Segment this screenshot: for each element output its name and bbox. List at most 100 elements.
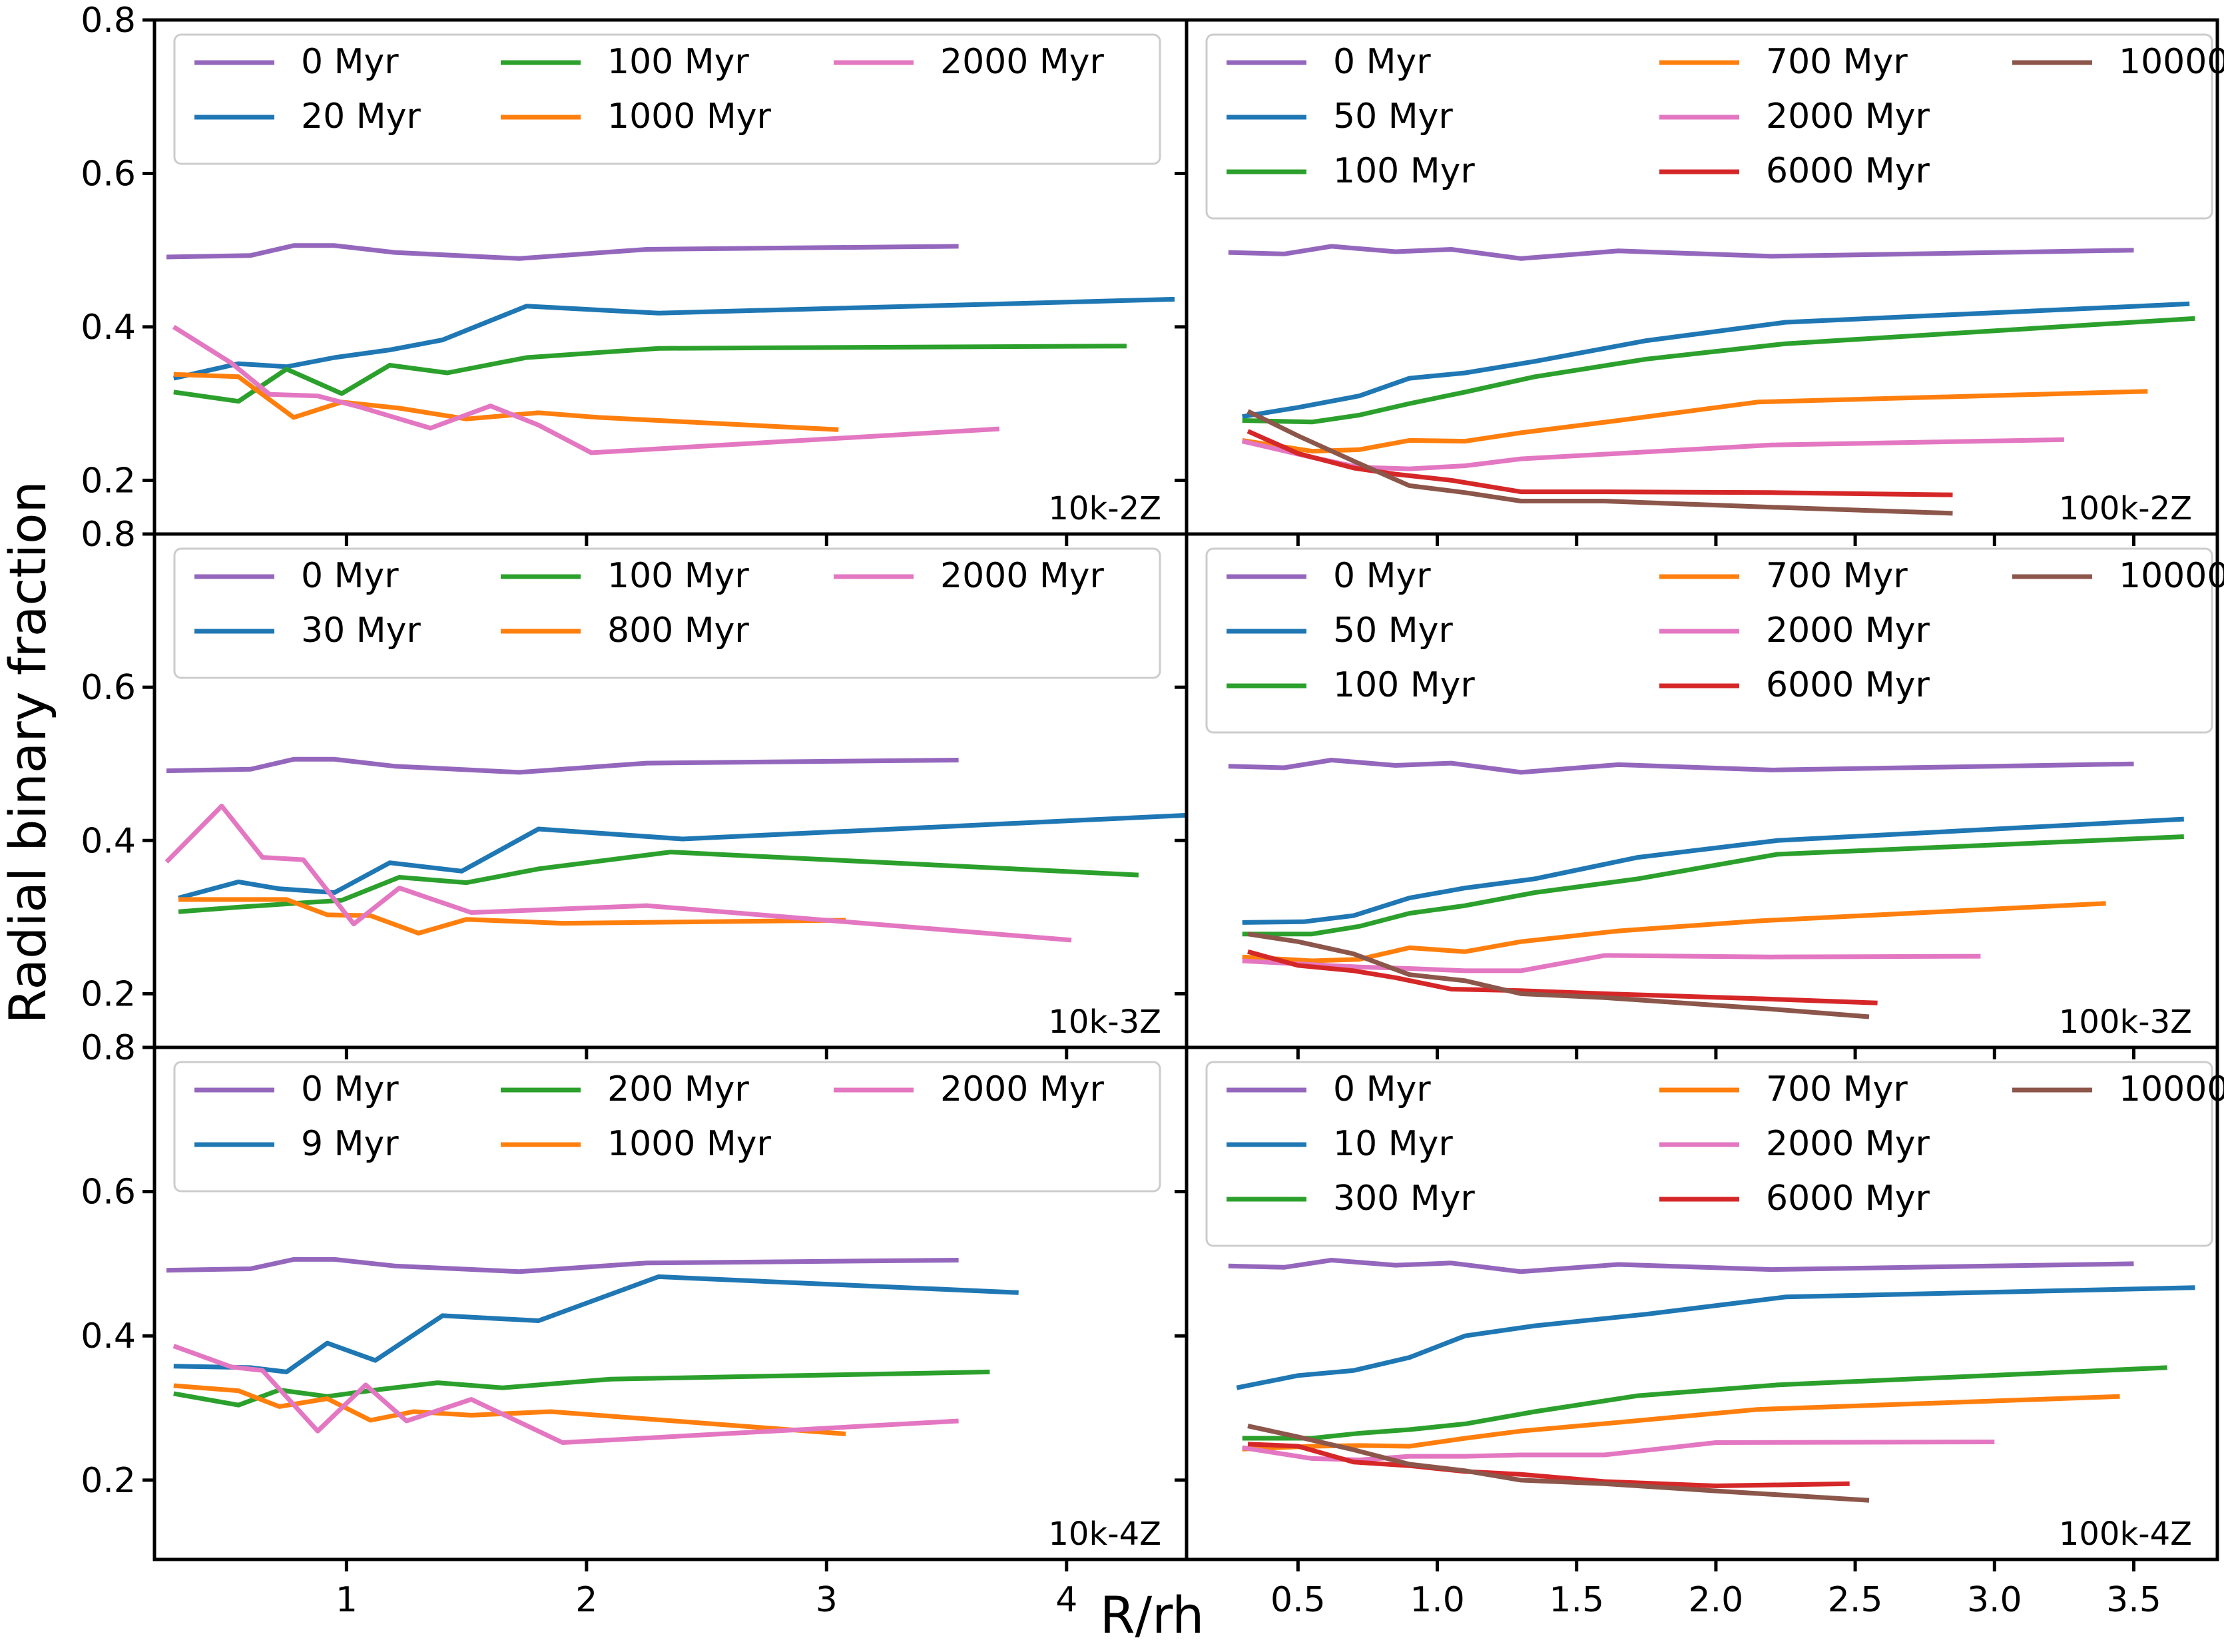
x-tick-label: 1.0 xyxy=(1410,1580,1465,1620)
legend-entry-label: 100 Myr xyxy=(607,42,749,82)
series-line-200-myr xyxy=(173,1369,990,1408)
legend-entry-label: 50 Myr xyxy=(1333,611,1453,651)
chart-10k-2Z: 0.2 0.4 0.6 0.8 0 Myr 20 Myr 100 Myr 1000 Myr 20… xyxy=(81,1,1189,546)
legend-entry-label: 30 Myr xyxy=(301,611,421,651)
x-tick-label: 3.5 xyxy=(2106,1580,2161,1620)
legend-entry-label: 2000 Myr xyxy=(940,42,1105,82)
series-line-10000-myr xyxy=(1247,409,1953,516)
x-tick-label: 1.5 xyxy=(1549,1580,1604,1620)
y-tick-label: 0.4 xyxy=(81,1316,136,1356)
chart-10k-4Z: 0.2 0.4 0.6 0.8 1 2 3 4 0 Myr 9 Myr 200 Myr 1000 My… xyxy=(81,1028,1189,1620)
panel-label: 100k-3Z xyxy=(2059,1003,2192,1041)
legend-entry-label: 100 Myr xyxy=(1333,665,1475,705)
series-line-2000-myr xyxy=(172,1344,959,1445)
legend-entry-label: 6000 Myr xyxy=(1766,151,1930,191)
legend-entry-label: 0 Myr xyxy=(301,1069,399,1109)
series-line-50-myr xyxy=(1242,301,2190,419)
legend-box xyxy=(173,33,1161,165)
y-tick-label: 0.2 xyxy=(81,974,136,1014)
y-tick-label: 0.6 xyxy=(81,1173,136,1213)
legend-entry-label: 100 Myr xyxy=(1333,151,1475,191)
legend-entry-label: 9 Myr xyxy=(301,1124,399,1164)
legend-entry-label: 700 Myr xyxy=(1766,556,1908,596)
series-line-10000-myr xyxy=(1247,932,1870,1019)
series-line-1000-myr xyxy=(173,372,839,432)
series-line-1000-myr xyxy=(173,1383,846,1436)
legend-entry-label: 10 Myr xyxy=(1333,1124,1453,1164)
legend-entry-label: 50 Myr xyxy=(1333,97,1453,137)
series-line-0-myr xyxy=(166,1256,959,1274)
legend: 0 Myr 9 Myr 200 Myr 1000 Myr 2000 Myr xyxy=(173,1061,1161,1193)
x-tick-label: 2.5 xyxy=(1828,1580,1883,1620)
legend: 0 Myr 20 Myr 100 Myr 1000 Myr 2000 Myr xyxy=(173,33,1161,165)
panel-label: 10k-4Z xyxy=(1048,1515,1161,1553)
series-line-6000-myr xyxy=(1247,429,1953,497)
x-tick-label: 3 xyxy=(816,1580,838,1620)
series-line-300-myr xyxy=(1242,1365,2167,1441)
legend-entry-label: 0 Myr xyxy=(1333,556,1431,596)
legend-entry-label: 0 Myr xyxy=(1333,1069,1431,1109)
series-line-10-myr xyxy=(1236,1285,2195,1390)
series-line-100-myr xyxy=(1242,834,2184,937)
series-line-2000-myr xyxy=(1242,1440,1995,1462)
legend: 0 Myr 30 Myr 100 Myr 800 Myr 2000 Myr xyxy=(173,547,1161,679)
series-line-0-myr xyxy=(1228,244,2134,261)
legend-entry-label: 0 Myr xyxy=(301,42,399,82)
series-line-2000-myr xyxy=(1242,953,1981,973)
legend-entry-label: 0 Myr xyxy=(301,556,399,596)
plot-frame xyxy=(1185,1045,2219,1561)
chart-100k-2Z: 0 Myr 50 Myr 100 Myr 700 Myr 2000 Myr 6000 My… xyxy=(1175,18,2224,546)
series-line-6000-myr xyxy=(1247,949,1878,1005)
y-tick-label: 0.6 xyxy=(81,668,136,708)
y-axis-label: Radial binary fraction xyxy=(0,481,57,1023)
legend-entry-label: 20 Myr xyxy=(301,97,421,137)
x-tick-label: 3.0 xyxy=(1967,1580,2022,1620)
legend-entry-label: 300 Myr xyxy=(1333,1179,1475,1219)
series-line-10000-myr xyxy=(1247,1424,1870,1503)
legend-box xyxy=(1205,1061,2213,1247)
legend: 0 Myr 50 Myr 100 Myr 700 Myr 2000 Myr 6000 My… xyxy=(1205,547,2224,734)
y-tick-label: 0.4 xyxy=(81,821,136,861)
y-tick-label: 0.8 xyxy=(81,1028,136,1068)
x-axis-label: R/rh xyxy=(1100,1585,1205,1645)
legend-entry-label: 700 Myr xyxy=(1766,42,1908,82)
series-line-0-myr xyxy=(1228,758,2134,775)
series-line-2000-myr xyxy=(164,804,1072,943)
series-line-0-myr xyxy=(1228,1258,2134,1274)
series-line-50-myr xyxy=(1242,816,2184,925)
legend-entry-label: 2000 Myr xyxy=(940,556,1105,596)
legend-entry-label: 0 Myr xyxy=(1333,42,1431,82)
series-line-100-myr xyxy=(1242,316,2195,425)
series-line-800-myr xyxy=(178,897,846,936)
legend-entry-label: 2000 Myr xyxy=(1766,611,1930,651)
chart-100k-4Z: 0.5 1.0 1.5 2.0 2.5 3.0 3.5 0 Myr 10 Myr 300 Myr 7… xyxy=(1175,1045,2224,1620)
legend-entry-label: 2000 Myr xyxy=(1766,97,1930,137)
panel-label: 100k-4Z xyxy=(2059,1515,2192,1553)
legend-entry-label: 10000 Myr xyxy=(2119,42,2224,82)
legend-entry-label: 6000 Myr xyxy=(1766,665,1930,705)
panel-label: 10k-3Z xyxy=(1048,1003,1161,1041)
legend-entry-label: 2000 Myr xyxy=(940,1069,1105,1109)
legend-entry-label: 200 Myr xyxy=(607,1069,749,1109)
legend: 0 Myr 50 Myr 100 Myr 700 Myr 2000 Myr 6000 My… xyxy=(1205,33,2224,220)
series-line-2000-myr xyxy=(172,324,1000,455)
legend-box xyxy=(1205,33,2213,220)
panel-label: 10k-2Z xyxy=(1048,490,1161,527)
legend-box xyxy=(1205,547,2213,734)
y-tick-label: 0.6 xyxy=(81,154,136,194)
y-tick-label: 0.8 xyxy=(81,1,136,41)
panel-label: 100k-2Z xyxy=(2059,490,2192,527)
legend: 0 Myr 10 Myr 300 Myr 700 Myr 2000 Myr 6000 My… xyxy=(1205,1061,2224,1247)
legend-entry-label: 10000 Myr xyxy=(2119,1069,2224,1109)
legend-entry-label: 1000 Myr xyxy=(607,97,772,137)
legend-entry-label: 6000 Myr xyxy=(1766,1179,1930,1219)
x-tick-label: 4 xyxy=(1055,1580,1077,1620)
legend-entry-label: 2000 Myr xyxy=(1766,1124,1930,1164)
y-tick-label: 0.4 xyxy=(81,308,136,348)
x-tick-label: 0.5 xyxy=(1270,1580,1326,1620)
legend-entry-label: 100 Myr xyxy=(607,556,749,596)
series-line-9-myr xyxy=(173,1274,1019,1374)
series-line-100-myr xyxy=(178,850,1139,914)
series-line-20-myr xyxy=(173,296,1175,381)
